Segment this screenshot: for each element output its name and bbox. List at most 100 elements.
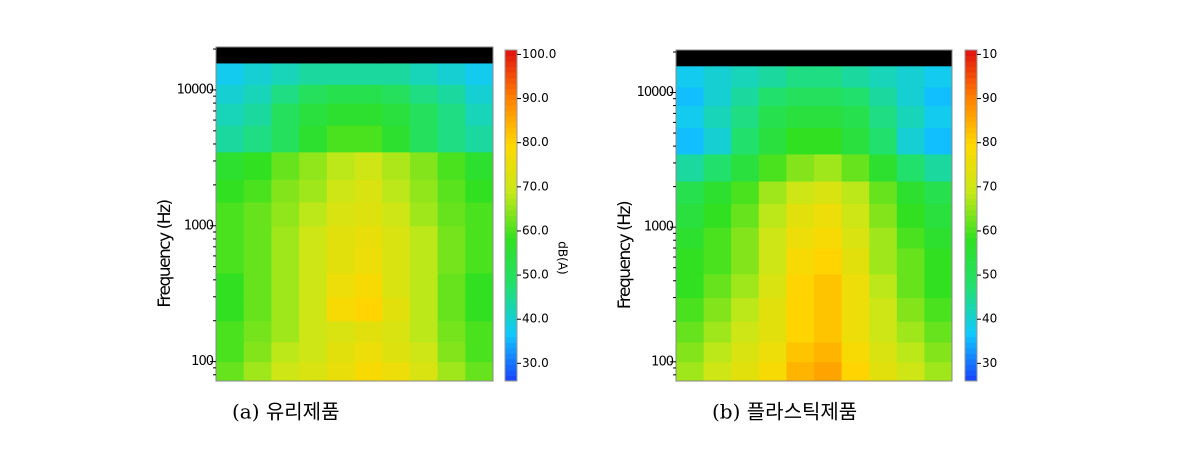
colorbar-step bbox=[505, 287, 517, 294]
heat-cell bbox=[409, 47, 439, 64]
colorbar-step bbox=[965, 254, 977, 261]
colorbar-step bbox=[965, 121, 977, 128]
heat-cell bbox=[243, 272, 272, 298]
heat-cell bbox=[924, 181, 953, 204]
colorbar-step bbox=[965, 55, 977, 62]
heat-cell bbox=[676, 153, 705, 182]
heat-cell bbox=[731, 297, 760, 322]
heat-cell bbox=[243, 341, 272, 363]
y-axis-label: Frequency (Hz) bbox=[615, 201, 635, 309]
colorbar-step bbox=[505, 221, 517, 228]
heat-cell bbox=[758, 248, 787, 275]
heat-cell bbox=[216, 84, 245, 104]
colorbar-step bbox=[505, 232, 517, 239]
heat-cell bbox=[354, 103, 383, 126]
heat-cell bbox=[354, 320, 383, 343]
colorbar-step bbox=[965, 165, 977, 172]
heat-cell bbox=[786, 203, 815, 228]
colorbar-tick-label: 80.0 bbox=[522, 135, 549, 149]
heat-cell bbox=[382, 296, 411, 322]
heat-cell bbox=[216, 296, 245, 322]
heat-cell bbox=[271, 296, 300, 322]
colorbar-step bbox=[965, 94, 977, 101]
heat-cell bbox=[841, 127, 870, 155]
colorbar-step bbox=[965, 132, 977, 139]
heat-cell bbox=[354, 151, 383, 180]
colorbar-step bbox=[505, 176, 517, 183]
colorbar-step bbox=[965, 105, 977, 112]
heat-cell bbox=[731, 50, 760, 67]
colorbar-tick-label: 100.0 bbox=[982, 47, 1016, 61]
colorbar-step bbox=[505, 314, 517, 321]
heat-cell bbox=[216, 225, 245, 248]
heat-cell bbox=[354, 341, 383, 363]
colorbar-step bbox=[965, 336, 977, 343]
colorbar-step bbox=[505, 320, 517, 327]
colorbar-step bbox=[505, 88, 517, 95]
heat-cell bbox=[869, 227, 898, 249]
colorbar-step bbox=[505, 298, 517, 305]
heat-cell bbox=[924, 127, 953, 155]
heat-cell bbox=[841, 361, 870, 382]
colorbar-step bbox=[965, 66, 977, 73]
heat-cell bbox=[731, 153, 760, 182]
heat-cell bbox=[703, 321, 732, 343]
colorbar-step bbox=[505, 187, 517, 194]
colorbar-step bbox=[965, 353, 977, 360]
heat-cell bbox=[896, 248, 925, 275]
heat-cell bbox=[896, 105, 925, 128]
heat-cell bbox=[703, 248, 732, 275]
heat-cell bbox=[731, 321, 760, 343]
heat-cell bbox=[786, 321, 815, 343]
colorbar-step bbox=[505, 243, 517, 250]
colorbar-step bbox=[505, 110, 517, 117]
colorbar-step bbox=[505, 276, 517, 283]
colorbar-step bbox=[505, 237, 517, 244]
colorbar-step bbox=[965, 248, 977, 255]
heat-cell bbox=[409, 151, 439, 180]
colorbar-step bbox=[965, 187, 977, 194]
heat-cell bbox=[271, 201, 300, 227]
heat-cell bbox=[731, 273, 760, 299]
heat-cell bbox=[243, 151, 272, 180]
heat-cell bbox=[437, 151, 466, 180]
heat-cell bbox=[271, 151, 300, 180]
colorbar-step bbox=[965, 72, 977, 79]
heat-cell bbox=[465, 320, 494, 343]
colorbar-step bbox=[505, 209, 517, 216]
heat-cell bbox=[243, 225, 272, 248]
plot-frame bbox=[215, 46, 494, 382]
heat-cell bbox=[758, 321, 787, 343]
heat-cell bbox=[465, 361, 494, 382]
heat-cell bbox=[924, 86, 953, 107]
colorbar-step bbox=[965, 204, 977, 211]
colorbar-step bbox=[505, 127, 517, 134]
heat-cell bbox=[924, 342, 953, 363]
heat-cell bbox=[271, 272, 300, 298]
heat-cell bbox=[382, 246, 411, 274]
heat-cell bbox=[271, 179, 300, 203]
colorbar-step bbox=[505, 72, 517, 79]
colorbar-step bbox=[505, 94, 517, 101]
heat-cell bbox=[382, 84, 411, 104]
heat-cell bbox=[382, 201, 411, 227]
heat-cell bbox=[924, 203, 953, 228]
colorbar-step bbox=[965, 193, 977, 200]
colorbar-step bbox=[965, 215, 977, 222]
heat-cell bbox=[841, 50, 870, 67]
heat-cell bbox=[326, 320, 355, 343]
heat-cell bbox=[896, 65, 925, 88]
heat-cell bbox=[271, 62, 300, 85]
colorbar-step bbox=[505, 265, 517, 272]
colorbar-step bbox=[505, 364, 517, 371]
heat-cell bbox=[326, 201, 355, 227]
heat-cell bbox=[437, 246, 466, 274]
colorbar-step bbox=[965, 116, 977, 123]
heat-cell bbox=[243, 320, 272, 343]
colorbar-step bbox=[965, 375, 977, 382]
colorbar-step bbox=[965, 83, 977, 90]
heat-cell bbox=[896, 227, 925, 249]
heat-cell bbox=[465, 84, 494, 104]
caption: (a) 유리제품 bbox=[232, 400, 340, 424]
heat-cell bbox=[326, 246, 355, 274]
